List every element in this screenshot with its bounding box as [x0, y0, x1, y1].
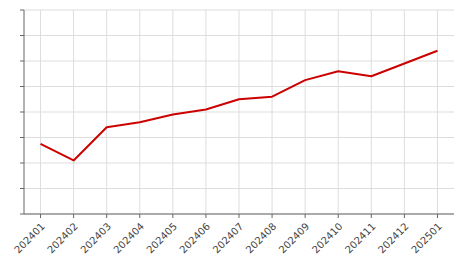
x-tick [404, 214, 405, 218]
plot-area [41, 51, 438, 161]
grid [24, 10, 454, 214]
x-tick-label: 202405 [144, 221, 179, 256]
x-tick [139, 214, 140, 218]
x-grid-line [40, 10, 41, 214]
y-axis-line [24, 10, 25, 214]
x-grid-line [272, 10, 273, 214]
y-tick [20, 137, 24, 138]
x-tick-label: 202401 [12, 221, 47, 256]
x-grid-line [106, 10, 107, 214]
x-grid-line [73, 10, 74, 214]
axes: 2024012024022024032024042024052024062024… [12, 10, 454, 255]
x-tick [305, 214, 306, 218]
x-tick-label: 202403 [78, 221, 113, 256]
x-tick [272, 214, 273, 218]
x-grid-line [205, 10, 206, 214]
x-tick-label: 202408 [244, 221, 279, 256]
x-tick-label: 202411 [343, 221, 378, 256]
y-tick [20, 10, 24, 11]
chart: 2024012024022024032024042024052024062024… [0, 0, 466, 272]
x-grid-line [239, 10, 240, 214]
chart-container: 2024012024022024032024042024052024062024… [0, 0, 466, 272]
x-grid-line [305, 10, 306, 214]
x-tick [437, 214, 438, 218]
x-tick-label: 202412 [376, 221, 411, 256]
y-tick [20, 86, 24, 87]
y-grid-line [24, 214, 454, 215]
x-grid-line [437, 10, 438, 214]
x-grid-line [371, 10, 372, 214]
x-grid-line [172, 10, 173, 214]
x-tick-label: 202404 [111, 221, 146, 256]
x-tick [172, 214, 173, 218]
x-tick [338, 214, 339, 218]
x-tick-label: 202406 [178, 221, 213, 256]
x-tick [205, 214, 206, 218]
y-tick [20, 112, 24, 113]
x-grid-line [338, 10, 339, 214]
x-grid-line [404, 10, 405, 214]
x-axis-line [24, 214, 454, 215]
x-tick [40, 214, 41, 218]
x-tick [239, 214, 240, 218]
y-tick [20, 61, 24, 62]
x-tick-label: 202409 [277, 221, 312, 256]
x-tick-label: 202501 [409, 221, 444, 256]
x-tick-label: 202402 [45, 221, 80, 256]
x-tick-label: 202407 [211, 221, 246, 256]
x-tick [73, 214, 74, 218]
x-grid-line [139, 10, 140, 214]
y-tick [20, 188, 24, 189]
x-tick [371, 214, 372, 218]
data-line [41, 51, 438, 161]
x-tick-label: 202410 [310, 221, 345, 256]
y-tick [20, 163, 24, 164]
x-tick [106, 214, 107, 218]
y-tick [20, 214, 24, 215]
y-tick [20, 35, 24, 36]
